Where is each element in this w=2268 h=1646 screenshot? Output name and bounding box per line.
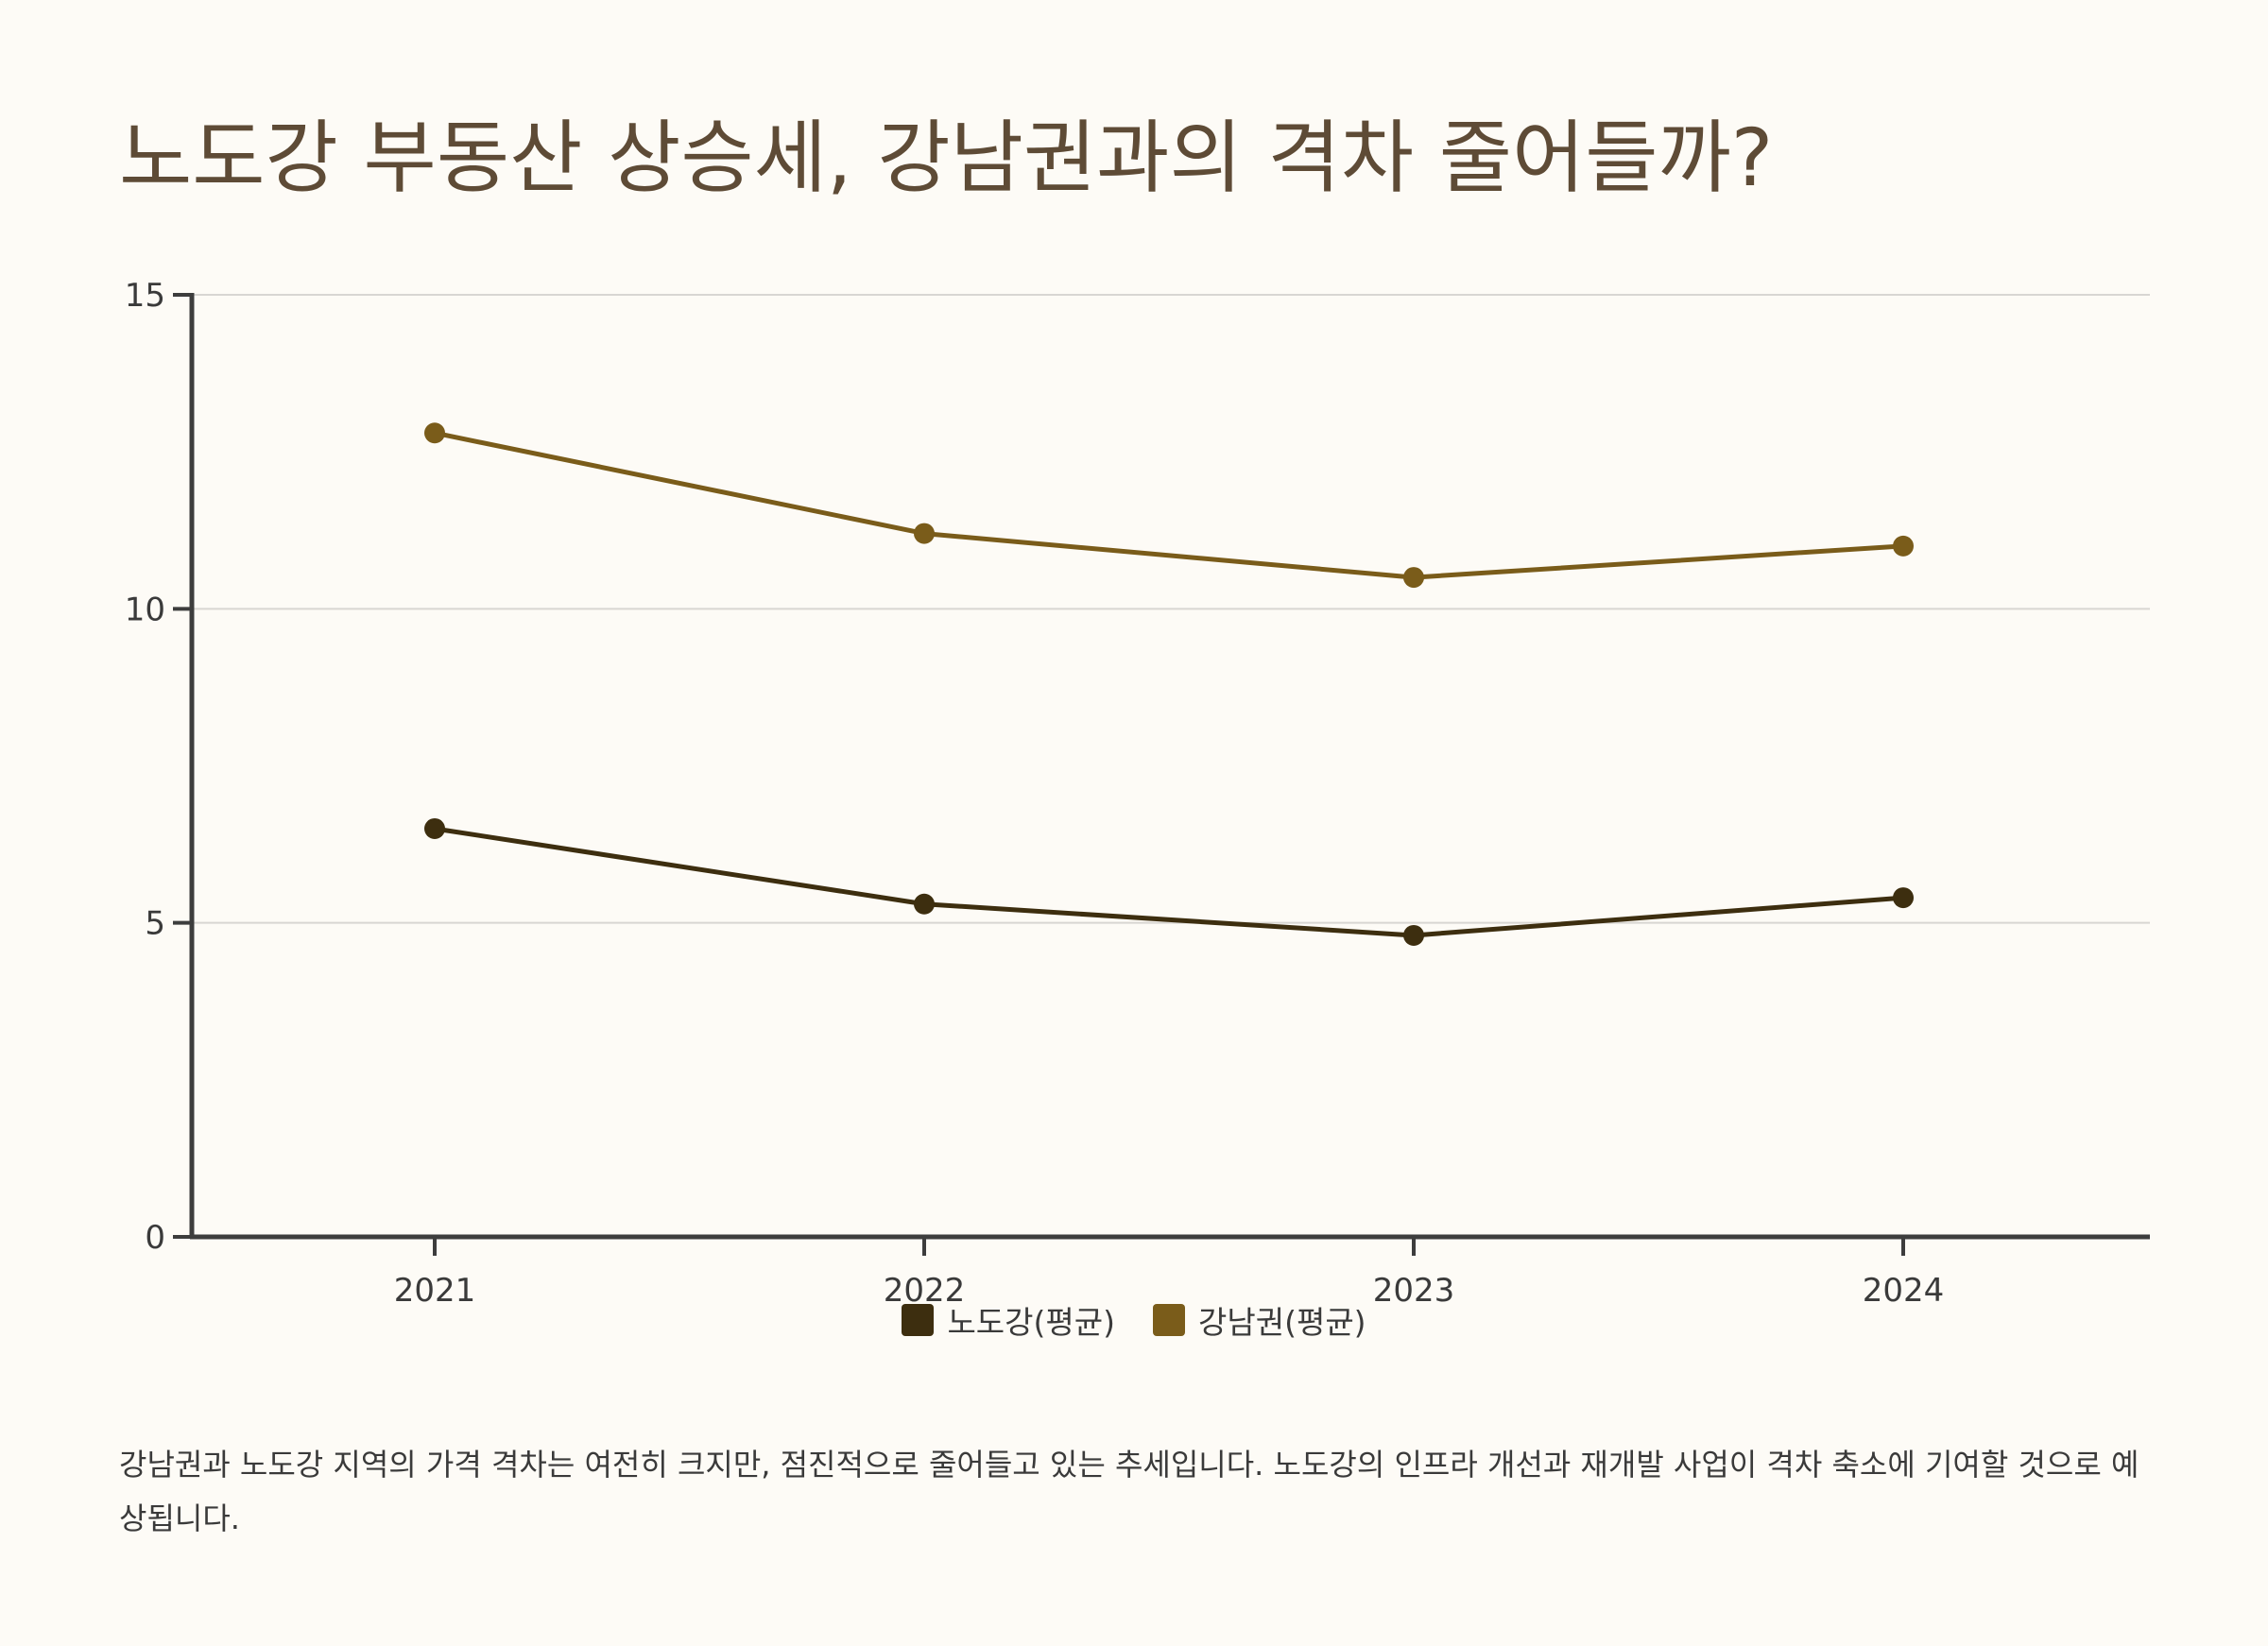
data-point-1-2021[interactable] (424, 422, 445, 444)
legend-item-gangnam[interactable]: 강남권(평균) (1153, 1297, 1366, 1343)
legend-item-nodogang[interactable]: 노도강(평균) (902, 1297, 1115, 1343)
chart-legend: 노도강(평균) 강남권(평균) (0, 1297, 2268, 1343)
x-tick-label-2023: 2023 (1373, 1272, 1455, 1310)
x-tick-label-2021: 2021 (394, 1272, 476, 1310)
data-point-0-2023[interactable] (1403, 924, 1424, 946)
series-line-0 (434, 826, 1904, 938)
data-point-1-2024[interactable] (1893, 535, 1914, 557)
y-tick-label-15: 15 (125, 277, 165, 315)
data-point-0-2021[interactable] (424, 817, 445, 839)
x-tick-label-2024: 2024 (1863, 1272, 1945, 1310)
x-tick-label-2022: 2022 (884, 1272, 966, 1310)
chart-title: 노도강 부동산 상승세, 강남권과의 격차 줄어들까? (119, 111, 1774, 204)
legend-label-gangnam: 강남권(평균) (1198, 1304, 1366, 1341)
legend-swatch-gangnam (1153, 1304, 1185, 1336)
data-point-1-2023[interactable] (1403, 567, 1424, 589)
data-point-0-2024[interactable] (1893, 887, 1914, 909)
data-point-1-2022[interactable] (914, 523, 935, 544)
y-tick-label-0: 0 (145, 1219, 165, 1257)
axis-layer: 0 5 10 15 2021 2022 2023 2024 (125, 277, 2150, 1310)
chart-caption: 강남권과 노도강 지역의 가격 격차는 여전히 크지만, 점진적으로 줄어들고 … (119, 1447, 2139, 1536)
data-point-0-2022[interactable] (914, 893, 935, 915)
series-layer (424, 422, 1914, 946)
legend-label-nodogang: 노도강(평균) (947, 1304, 1115, 1341)
grid-layer (192, 294, 2150, 924)
legend-swatch-nodogang (902, 1304, 935, 1336)
y-tick-label-10: 10 (125, 591, 165, 628)
y-tick-label-5: 5 (145, 905, 165, 943)
series-line-1 (434, 430, 1904, 580)
